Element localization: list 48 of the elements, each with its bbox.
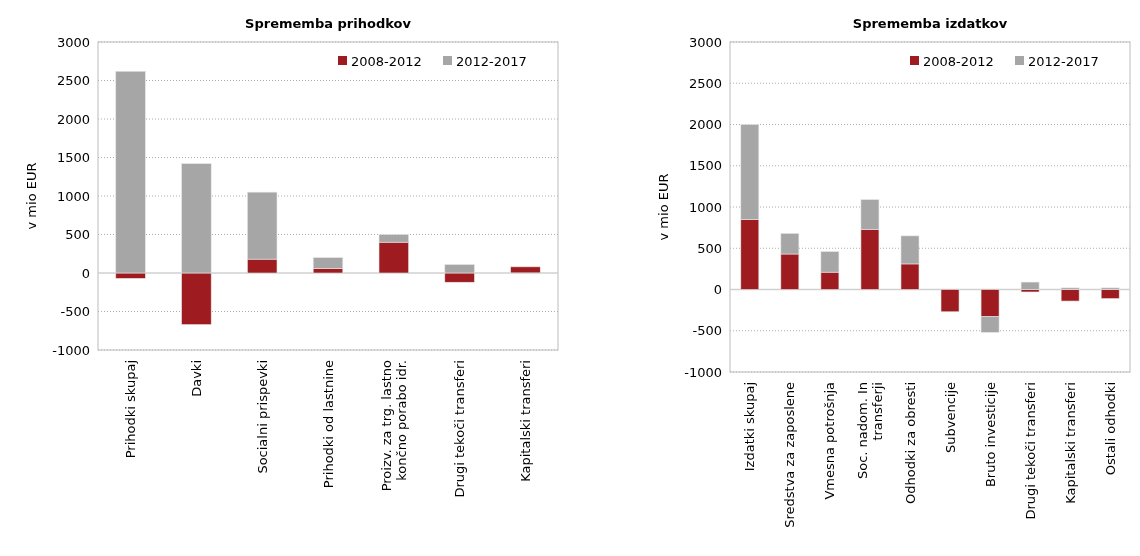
legend-label: 2012-2017 — [456, 53, 527, 69]
bar — [510, 266, 541, 274]
bar — [940, 289, 960, 313]
y-tick-label: 0 — [713, 282, 722, 298]
y-tick-label: -500 — [692, 323, 722, 339]
x-tick-label: Drugi tekoči transferi — [1022, 382, 1038, 520]
bar — [1060, 289, 1080, 302]
x-tick-label: Proizv. za trg. lastno končno porabo idr. — [378, 359, 410, 492]
y-tick-label: -500 — [60, 304, 90, 320]
x-tick-label: Drugi tekoči transferi — [452, 360, 468, 498]
x-tick-label: Soc. nadom. In transferji — [854, 382, 886, 480]
y-tick-label: 2500 — [56, 73, 90, 89]
y-tick-label: -1000 — [52, 342, 90, 358]
x-tick-label: Sredstva za zaposlene — [782, 382, 798, 528]
y-axis-title: v mio EUR — [24, 162, 39, 230]
x-tick-label: Kapitalski transferi — [517, 360, 533, 482]
y-tick-label: 1000 — [688, 199, 722, 215]
y-tick-label: 3000 — [56, 34, 90, 50]
y-tick-label: 1500 — [688, 158, 722, 174]
y-tick-label: 2000 — [688, 117, 722, 133]
x-tick-label: Kapitalski transferi — [1062, 382, 1078, 504]
x-tick-label: Bruto investicije — [982, 382, 998, 488]
chart-title: Sprememba izdatkov — [852, 16, 1008, 31]
y-axis-title: v mio EUR — [656, 173, 671, 241]
y-tick-label: 0 — [81, 265, 90, 281]
y-tick-label: 3000 — [688, 34, 722, 50]
chart-title: Sprememba prihodkov — [245, 16, 412, 31]
x-tick-label: Vmesna potrošnja — [822, 382, 838, 500]
y-tick-label: -1000 — [684, 364, 722, 380]
y-tick-label: 2500 — [688, 75, 722, 91]
x-tick-label: Socialni prispevki — [254, 360, 270, 474]
x-tick-label: Izdatki skupaj — [742, 382, 758, 472]
y-tick-label: 1000 — [56, 188, 90, 204]
x-tick-label: Odhodki za obresti — [902, 382, 918, 504]
bar — [1100, 289, 1120, 299]
x-tick-label: Prihodki od lastnine — [320, 360, 336, 489]
x-tick-label: Davki — [188, 360, 204, 397]
bar — [1020, 281, 1040, 290]
x-tick-label: Subvencije — [942, 382, 958, 454]
x-tick-label: Prihodki skupaj — [123, 360, 139, 459]
y-tick-label: 1500 — [56, 150, 90, 166]
legend-label: 2008-2012 — [923, 53, 994, 69]
legend-label: 2008-2012 — [351, 53, 422, 69]
y-tick-label: 2000 — [56, 111, 90, 127]
y-tick-label: 500 — [65, 227, 90, 243]
y-tick-label: 500 — [697, 240, 722, 256]
x-tick-label: Ostali odhodki — [1102, 382, 1118, 476]
legend-label: 2012-2017 — [1028, 53, 1099, 69]
